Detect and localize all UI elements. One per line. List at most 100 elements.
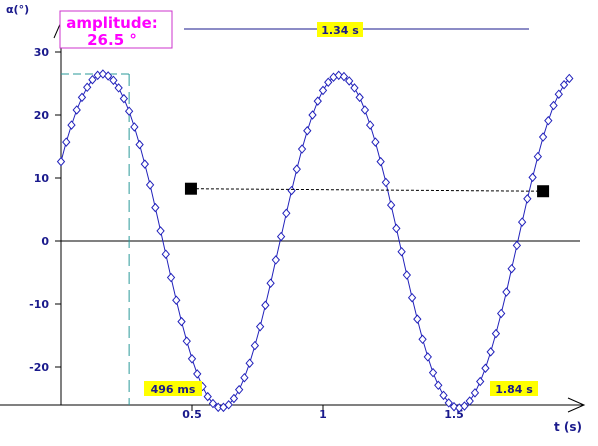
data-point xyxy=(224,400,233,410)
data-point xyxy=(345,76,354,86)
data-point xyxy=(297,144,307,154)
data-point xyxy=(287,185,296,196)
data-point xyxy=(517,217,527,227)
data-point xyxy=(407,292,417,303)
data-point xyxy=(549,100,558,111)
data-point xyxy=(434,380,443,391)
data-point xyxy=(528,172,537,183)
data-point xyxy=(250,340,260,351)
data-point xyxy=(245,358,254,368)
data-point xyxy=(324,77,333,87)
data-point xyxy=(72,105,81,115)
data-point xyxy=(229,393,239,404)
amplitude-label: amplitude: xyxy=(66,14,158,32)
data-point xyxy=(182,336,191,346)
data-point xyxy=(559,80,569,90)
data-point xyxy=(62,137,71,147)
x-tick-label: 0.5 xyxy=(182,408,202,421)
y-tick-label: 20 xyxy=(34,109,50,122)
data-point xyxy=(418,334,427,345)
data-point xyxy=(103,71,113,81)
cursor-handle-2[interactable] xyxy=(537,185,550,198)
period-label: 1.34 s xyxy=(321,24,359,37)
data-point xyxy=(313,96,322,106)
amplitude-value: 26.5 ° xyxy=(87,31,137,49)
data-point xyxy=(381,177,391,188)
data-point xyxy=(318,85,328,96)
data-point xyxy=(465,396,474,406)
data-point xyxy=(538,132,548,142)
data-point xyxy=(439,390,448,401)
cursor-layer xyxy=(184,182,550,198)
data-point xyxy=(266,278,275,288)
period-label-bg xyxy=(317,22,363,37)
data-point xyxy=(476,376,485,387)
y-tick-label: 30 xyxy=(34,46,50,59)
data-point xyxy=(187,354,197,364)
data-point xyxy=(350,83,359,93)
data-point xyxy=(240,372,249,383)
data-point xyxy=(203,391,212,402)
data-point xyxy=(67,120,76,130)
data-point xyxy=(166,272,176,283)
data-point xyxy=(83,82,92,93)
cursor-handle-1[interactable] xyxy=(184,182,197,195)
data-point xyxy=(544,115,553,126)
x-tick-label: 1 xyxy=(319,408,327,421)
data-point xyxy=(470,388,480,398)
data-point xyxy=(491,328,501,339)
data-point xyxy=(303,125,312,136)
data-point xyxy=(193,369,202,379)
data-point xyxy=(523,194,532,204)
data-point xyxy=(486,347,495,357)
y-tick-label: -20 xyxy=(29,361,49,374)
data-point xyxy=(145,180,155,190)
data-point xyxy=(402,270,412,280)
data-point xyxy=(444,398,453,408)
data-point xyxy=(502,287,511,297)
data-point xyxy=(261,300,270,311)
data-point xyxy=(554,89,563,99)
data-point xyxy=(360,105,370,115)
data-point xyxy=(481,363,490,374)
data-point xyxy=(339,71,349,82)
data-point xyxy=(208,398,218,409)
data-point xyxy=(386,200,396,210)
data-point xyxy=(512,240,522,251)
data-point xyxy=(423,352,432,362)
data-point xyxy=(276,231,286,242)
y-tick-label: 10 xyxy=(34,172,50,185)
x-axis-arrow xyxy=(567,397,586,413)
data-point xyxy=(114,83,123,93)
data-point xyxy=(533,151,543,162)
data-point xyxy=(397,246,406,257)
data-point xyxy=(308,110,317,120)
data-point xyxy=(292,164,301,174)
data-point xyxy=(135,139,144,150)
data-point xyxy=(140,159,150,169)
series-layer xyxy=(56,69,574,413)
data-point xyxy=(124,106,134,116)
data-point xyxy=(109,75,118,86)
amplitude-box-frame xyxy=(59,10,173,49)
cursor-label-2-bg xyxy=(490,381,538,396)
data-point xyxy=(56,156,66,167)
cursor-label-2: 1.84 s xyxy=(495,383,533,396)
data-point xyxy=(88,74,97,85)
data-point xyxy=(460,401,469,411)
data-point xyxy=(130,122,139,132)
data-point xyxy=(565,73,574,84)
data-point xyxy=(376,156,385,167)
cursor-label-1-bg xyxy=(144,381,202,396)
data-point xyxy=(234,384,244,395)
guides xyxy=(61,73,130,405)
y-axis-label: α(°) xyxy=(6,3,29,16)
data-point xyxy=(156,226,165,236)
data-point xyxy=(371,137,380,147)
data-point xyxy=(151,202,160,213)
x-axis-label: t (s) xyxy=(554,420,582,434)
data-point xyxy=(428,367,438,378)
data-point xyxy=(161,249,170,259)
